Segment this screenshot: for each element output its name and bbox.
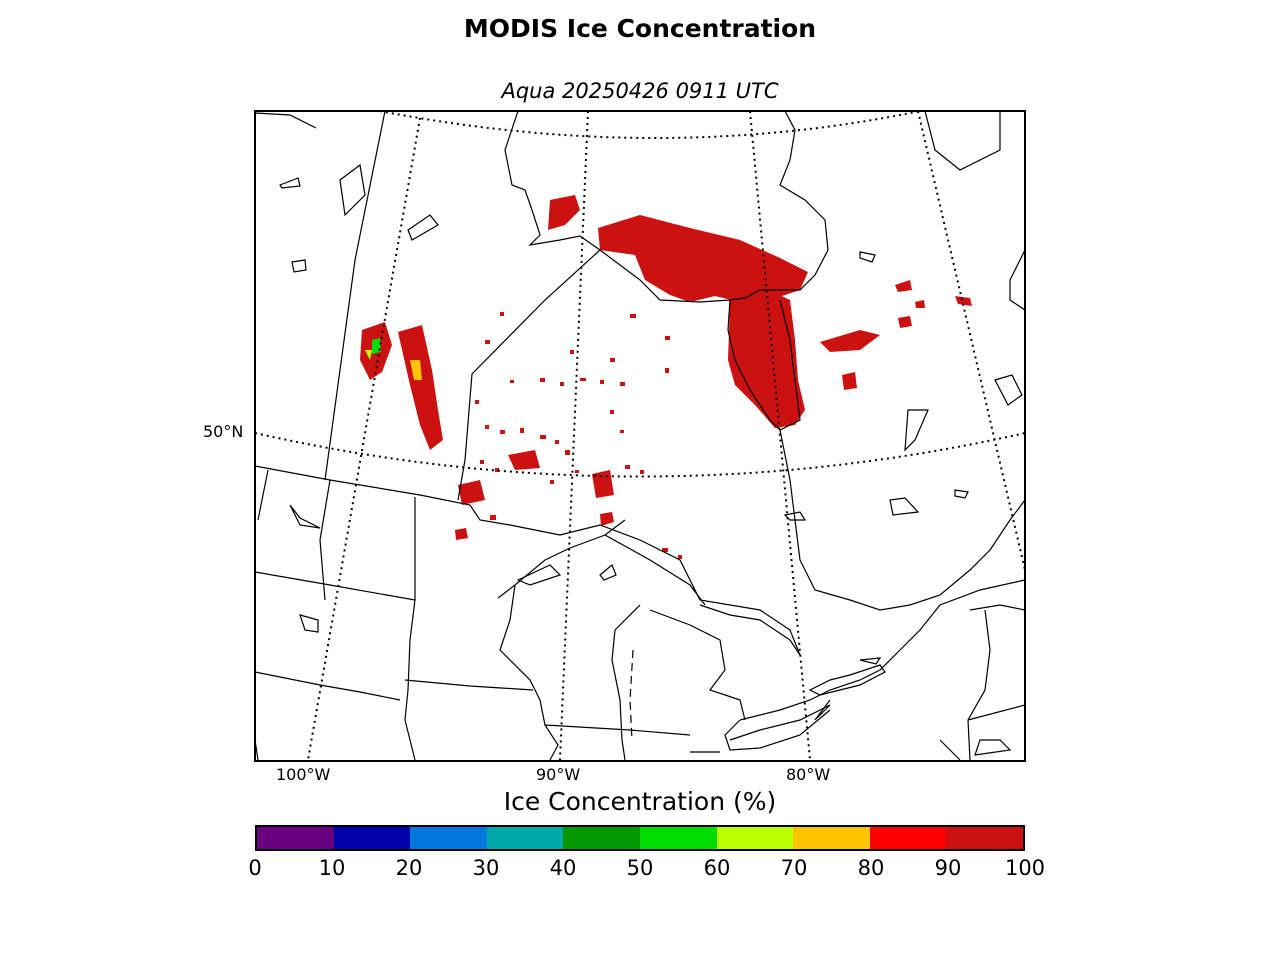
map-title: MODIS Ice Concentration: [463, 14, 817, 43]
colorbar-tick-label: 100: [1004, 856, 1046, 880]
ice-region-james-bay: [728, 288, 805, 428]
colorbar: [255, 825, 1025, 851]
colorbar-label: Ice Concentration (%): [503, 787, 777, 816]
colorbar-segment: [716, 827, 794, 849]
coastlines-and-borders: [255, 111, 1025, 761]
ice-region-hudson-bay-north: [548, 195, 808, 302]
ice-region-quebec-lakes: [820, 280, 972, 390]
colorbar-segment: [486, 827, 564, 849]
map-subtitle: Aqua 20250426 0911 UTC: [501, 79, 779, 103]
colorbar-segment: [563, 827, 640, 849]
colorbar-segment: [793, 827, 870, 849]
colorbar-segment: [946, 827, 1023, 849]
map-frame: [254, 110, 1026, 762]
colorbar-tick-label: 0: [248, 856, 262, 880]
colorbar-segment: [257, 827, 334, 849]
colorbar-tick-label: 40: [549, 856, 577, 880]
colorbar-tick-label: 80: [857, 856, 885, 880]
colorbar-segment: [410, 827, 487, 849]
ice-scatter-ontario: [475, 312, 682, 559]
ice-region-lake-winnipeg: [360, 322, 443, 450]
colorbar-segment: [333, 827, 411, 849]
colorbar-tick-label: 70: [780, 856, 808, 880]
colorbar-tick-label: 30: [472, 856, 500, 880]
colorbar-tick-label: 10: [318, 856, 346, 880]
colorbar-segment: [639, 827, 717, 849]
colorbar-segment: [869, 827, 947, 849]
lat-label-50n: 50°N: [203, 422, 244, 441]
colorbar-tick-label: 90: [934, 856, 962, 880]
colorbar-tick-label: 50: [626, 856, 654, 880]
lon-label-80w: 80°W: [786, 765, 831, 784]
colorbar-tick-label: 20: [395, 856, 423, 880]
lon-label-100w: 100°W: [276, 765, 331, 784]
ice-region-lake-of-the-woods: [455, 450, 614, 540]
state-border-dashed: [629, 649, 634, 741]
colorbar-tick-label: 60: [703, 856, 731, 880]
lat-lon-gridlines: [255, 111, 1025, 761]
lon-label-90w: 90°W: [536, 765, 581, 784]
